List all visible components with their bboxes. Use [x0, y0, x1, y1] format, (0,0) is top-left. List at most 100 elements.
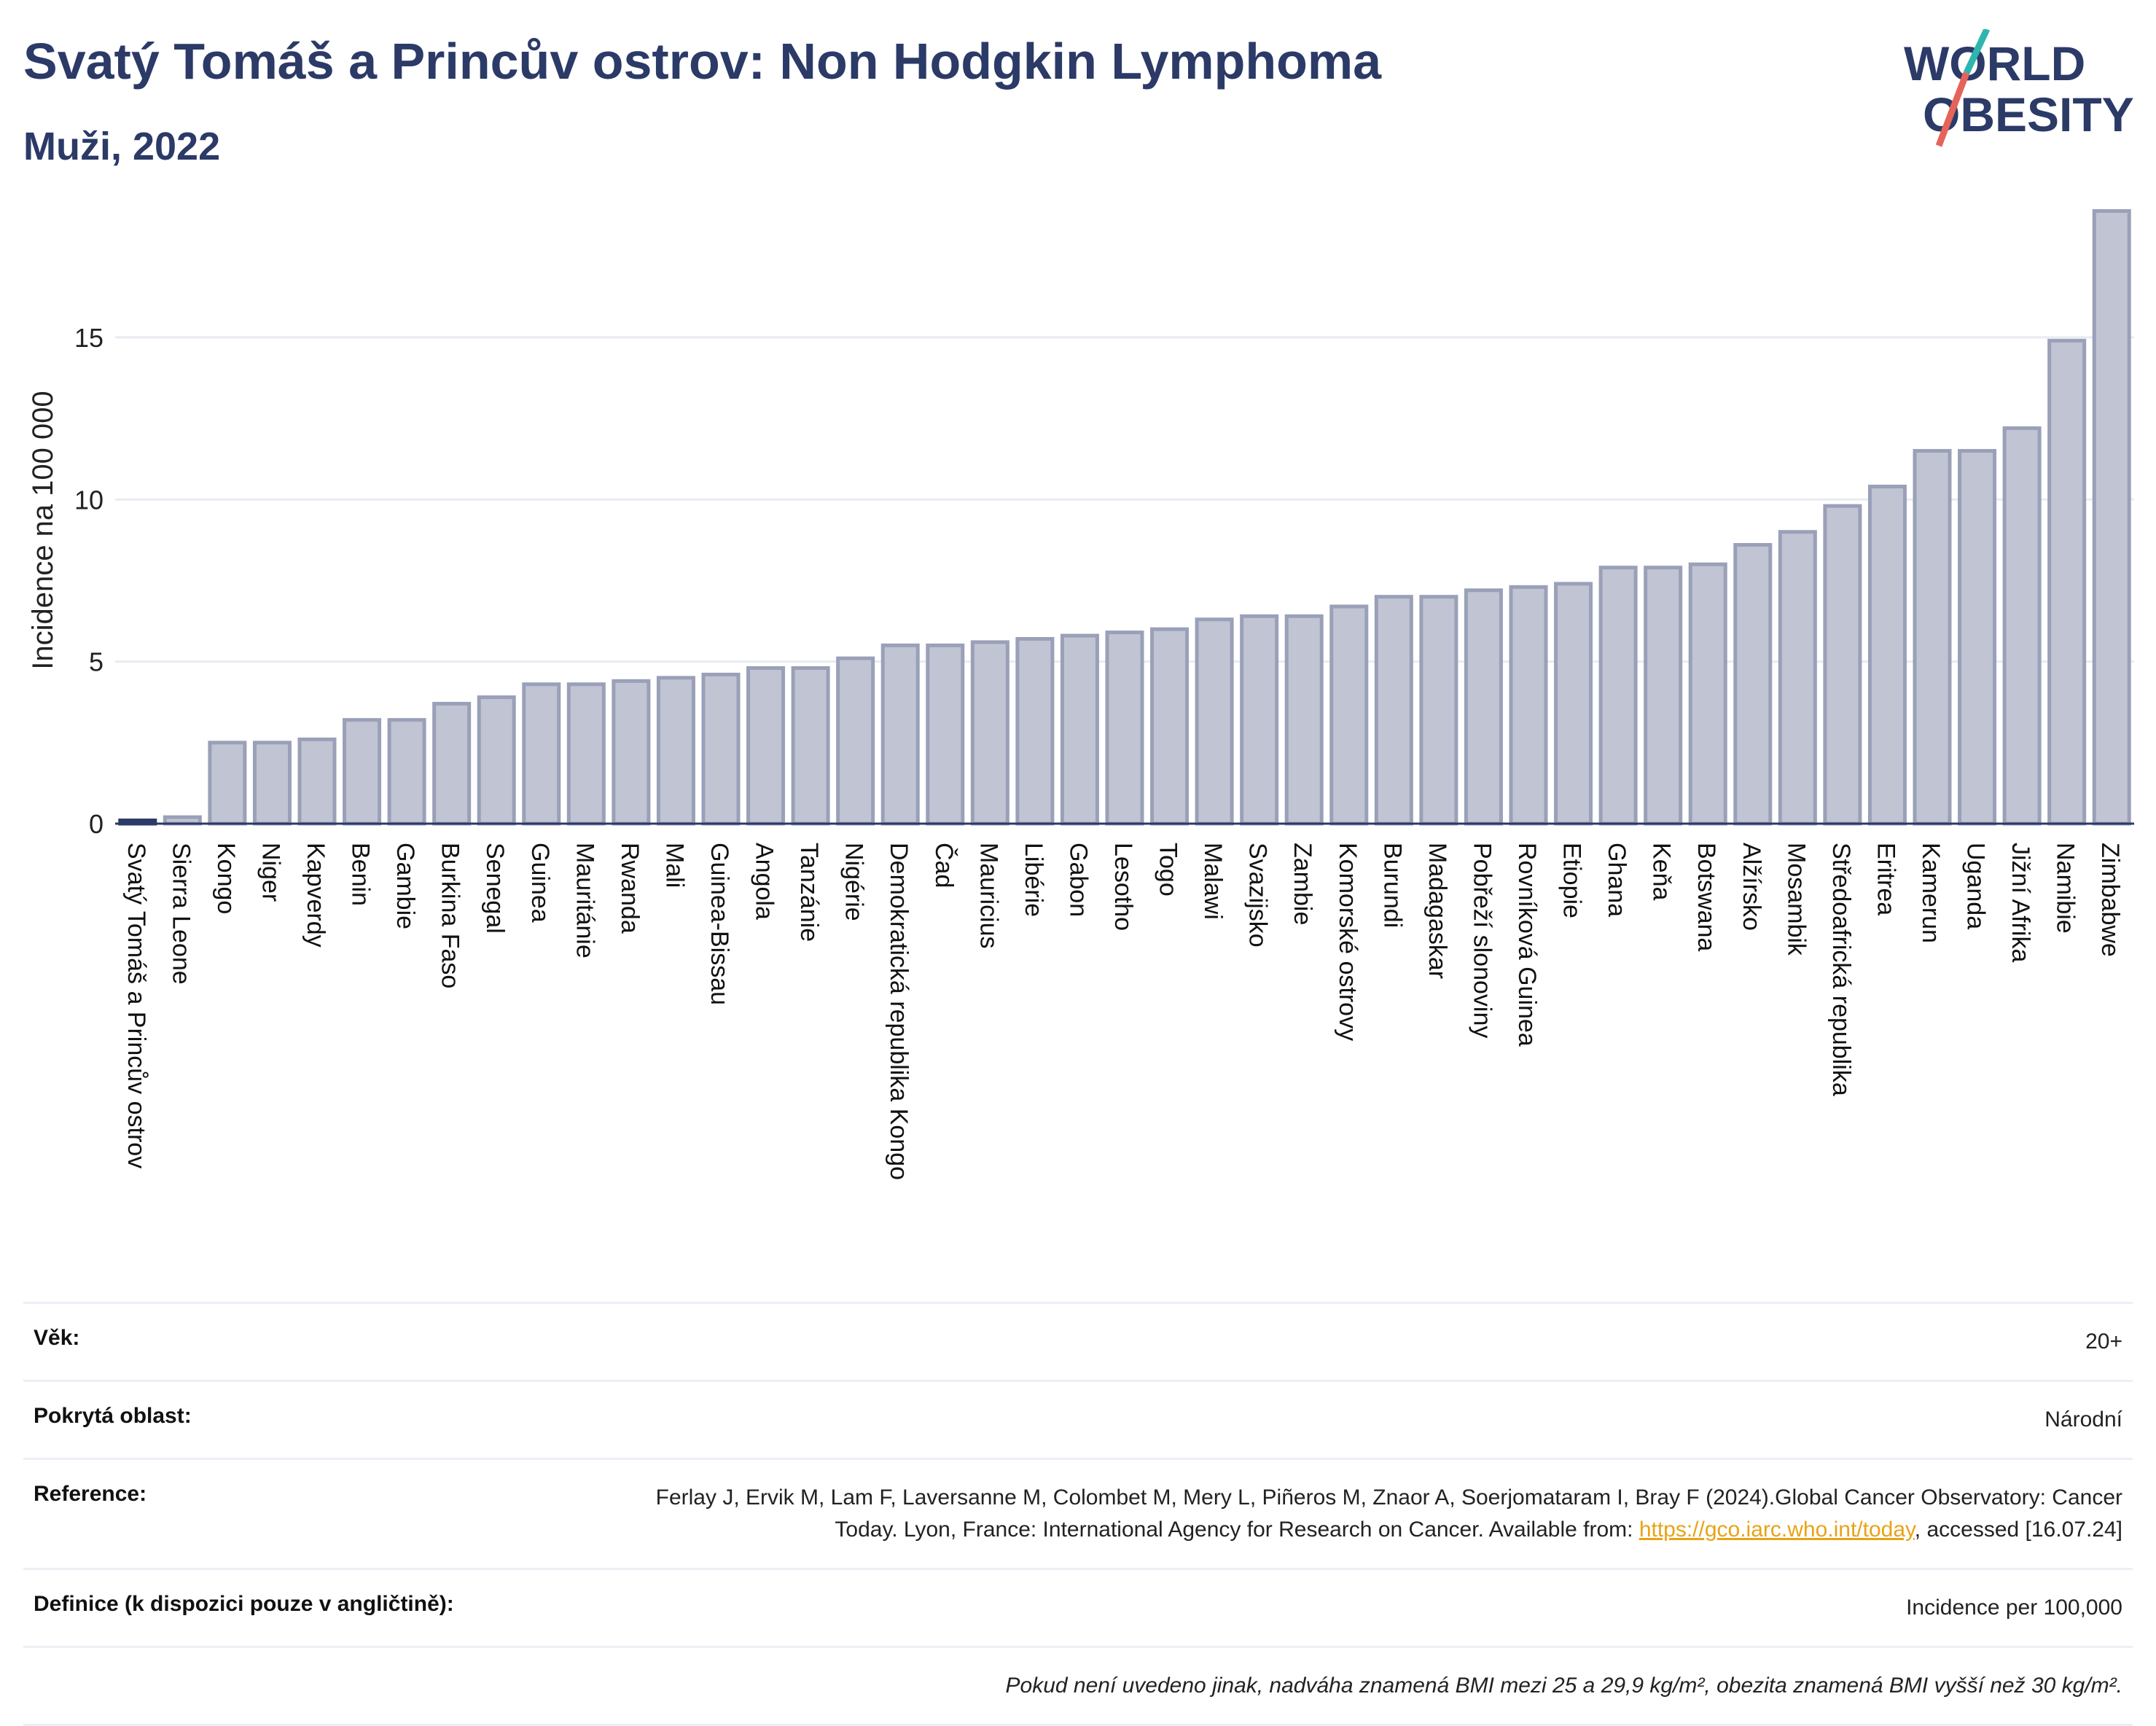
bar: [1778, 530, 1817, 826]
x-tick-label: Nigérie: [840, 843, 868, 921]
bar: [1509, 585, 1548, 826]
info-row-area: Pokrytá oblast: Národní: [23, 1380, 2133, 1458]
bar: [1329, 604, 1369, 826]
x-tick-label: Gambie: [391, 843, 419, 929]
y-axis-ticks: 0 5 10 15: [74, 323, 103, 839]
x-tick-label: Benin: [347, 843, 375, 906]
bar: [477, 695, 516, 826]
x-tick-label: Uganda: [1962, 843, 1990, 929]
bar: [1554, 582, 1593, 826]
x-tick-label: Gabon: [1064, 843, 1092, 917]
bar: [2092, 208, 2131, 826]
y-axis-label: Incidence na 100 000: [27, 391, 59, 670]
x-tick-label: Guinea-Bissau: [706, 843, 733, 1005]
definition-label: Definice (k dispozici pouze v angličtině…: [34, 1592, 454, 1616]
x-tick-label: Guinea: [526, 843, 554, 923]
bar: [880, 643, 920, 826]
x-tick-label: Madagaskar: [1423, 843, 1451, 979]
x-tick-label: Libérie: [1020, 843, 1047, 917]
x-tick-label: Čad: [930, 843, 958, 888]
bar: [970, 640, 1009, 826]
age-label: Věk:: [34, 1326, 80, 1350]
bar-chart: 0 5 10 15 Svatý Tomáš a Princův ostrov Sierr…: [27, 208, 2134, 1180]
bar: [387, 718, 426, 826]
y-tick-label: 5: [89, 647, 103, 677]
x-tick-label: Zimbabwe: [2096, 843, 2124, 957]
bar: [656, 676, 695, 826]
x-tick-label: Sierra Leone: [167, 843, 195, 985]
info-row-note: Pokud není uvedeno jinak, nadváha znamen…: [23, 1646, 2133, 1726]
bar: [836, 656, 875, 826]
age-value: 20+: [2085, 1329, 2122, 1354]
reference-text: Ferlay J, Ervik M, Lam F, Laversanne M, …: [655, 1485, 2122, 1542]
bar: [701, 672, 741, 826]
bar: [1733, 543, 1773, 826]
bar: [1913, 449, 1952, 826]
bar: [566, 682, 606, 826]
x-tick-label: Mauritánie: [571, 843, 598, 958]
bar: [1060, 633, 1099, 826]
x-tick-label: Svatý Tomáš a Princův ostrov: [122, 843, 150, 1168]
x-tick-label: Mosambik: [1782, 843, 1810, 956]
bar: [2047, 338, 2087, 826]
x-tick-label: Ghana: [1603, 843, 1630, 917]
info-row-definition: Definice (k dispozici pouze v angličtině…: [23, 1568, 2133, 1646]
area-label: Pokrytá oblast:: [34, 1404, 192, 1428]
bar: [1015, 637, 1055, 826]
bar: [1195, 617, 1234, 826]
bar: [1150, 627, 1190, 826]
bar: [1419, 595, 1458, 826]
bar: [1374, 595, 1413, 826]
reference-label: Reference:: [34, 1482, 147, 1506]
x-tick-label: Zambie: [1289, 843, 1316, 925]
x-tick-label: Alžírsko: [1738, 843, 1765, 931]
x-tick-label: Jižní Afrika: [2007, 843, 2034, 962]
y-tick-label: 10: [74, 485, 103, 515]
bar: [1284, 614, 1324, 826]
bar: [1240, 614, 1279, 826]
logo-stroke-teal: [1963, 29, 1991, 74]
logo-stroke-red: [1935, 71, 1970, 147]
info-row-age: Věk: 20+: [23, 1302, 2133, 1380]
x-tick-label: Komorské ostrovy: [1334, 843, 1362, 1041]
bar: [1867, 484, 1907, 826]
x-tick-label: Svazijsko: [1244, 843, 1272, 948]
bars: [118, 208, 2131, 826]
y-tick-label: 0: [89, 809, 103, 839]
bmi-note: Pokud není uvedeno jinak, nadváha znamen…: [1005, 1674, 2123, 1698]
definition-value: Incidence per 100,000: [1906, 1596, 2122, 1620]
page-subtitle: Muži, 2022: [23, 125, 221, 168]
bar: [791, 666, 830, 826]
x-tick-label: Mali: [660, 843, 688, 888]
area-value: Národní: [2044, 1407, 2122, 1432]
x-tick-label: Keňa: [1648, 843, 1676, 900]
x-tick-label: Botswana: [1692, 843, 1720, 951]
x-tick-label: Demokratická republika Kongo: [885, 843, 913, 1180]
bar: [1644, 566, 1683, 826]
bar: [1688, 562, 1727, 826]
info-table: Věk: 20+ Pokrytá oblast: Národní Referen…: [23, 1302, 2133, 1726]
world-obesity-logo: WORLD OBESITY: [1904, 29, 2134, 147]
bar: [926, 643, 965, 826]
x-tick-label: Namibie: [2052, 843, 2079, 934]
bar: [1105, 630, 1144, 826]
bar: [1823, 504, 1862, 826]
bar: [1598, 566, 1638, 826]
x-tick-label: Kamerun: [1917, 843, 1945, 943]
x-tick-label: Senegal: [481, 843, 509, 934]
reference-value: Ferlay J, Ervik M, Lam F, Laversanne M, …: [621, 1482, 2122, 1546]
logo-line-1: WORLD: [1904, 36, 2085, 90]
bar: [297, 737, 337, 826]
bar: [1464, 588, 1503, 826]
reference-link[interactable]: https://gco.iarc.who.int/today: [1639, 1518, 1915, 1542]
bar: [1958, 449, 1997, 826]
x-tick-label: Rwanda: [616, 843, 644, 934]
bar: [746, 666, 786, 826]
x-tick-label: Kongo: [212, 843, 240, 914]
x-tick-label: Niger: [257, 843, 284, 902]
reference-accessed: , accessed [16.07.24]: [1914, 1518, 2122, 1542]
y-tick-label: 15: [74, 323, 103, 353]
x-tick-label: Etiopie: [1558, 843, 1586, 918]
bar: [343, 718, 382, 826]
x-tick-label: Burundi: [1378, 843, 1406, 928]
